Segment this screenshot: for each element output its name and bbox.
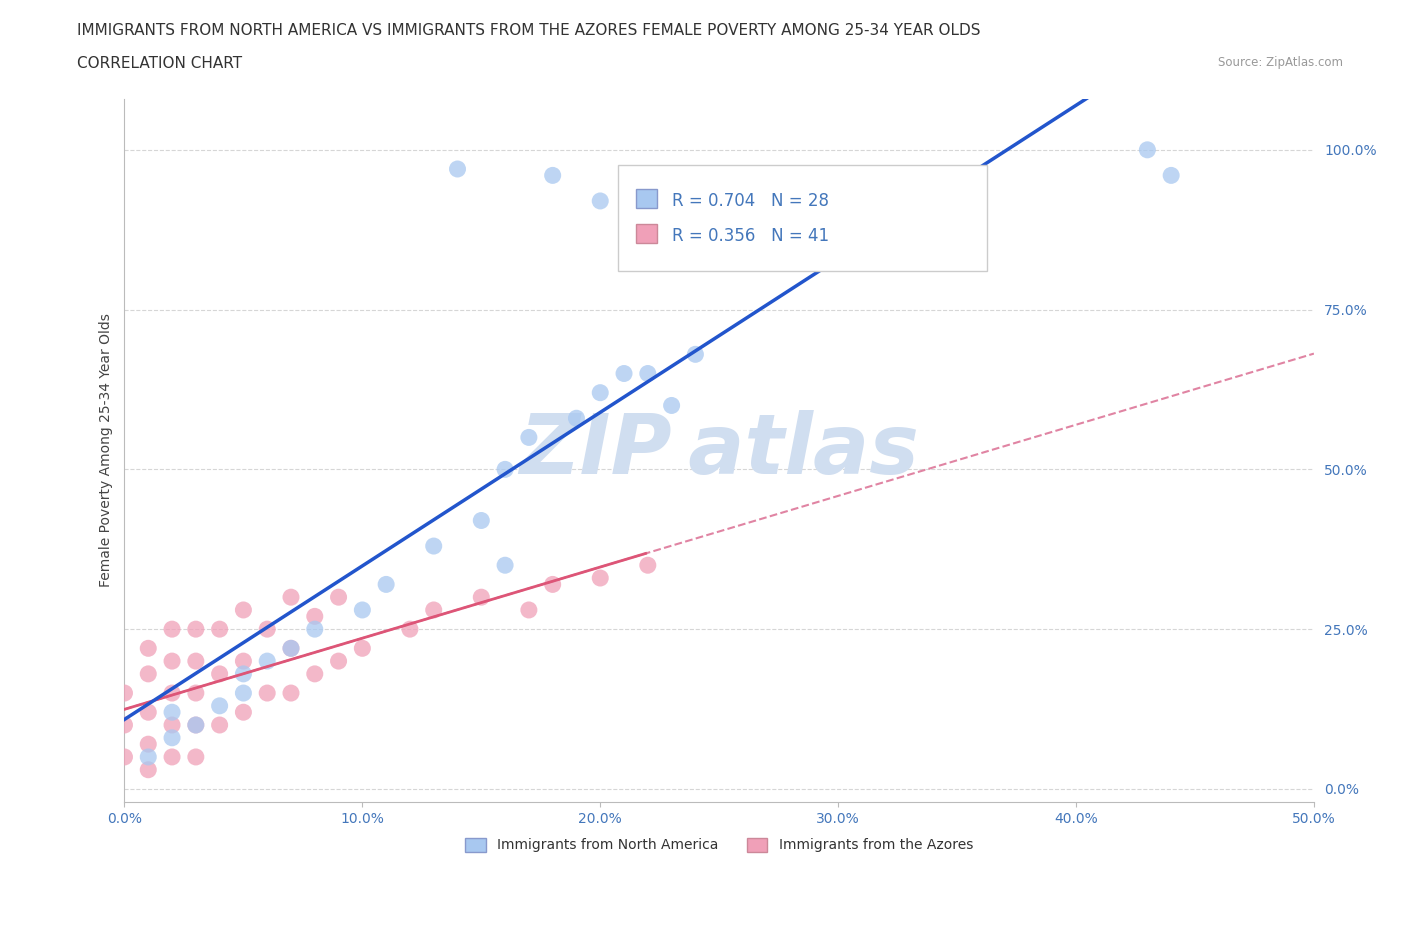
FancyBboxPatch shape	[619, 166, 987, 271]
Point	[184, 718, 207, 733]
Point	[280, 685, 302, 700]
Point	[328, 654, 350, 669]
Text: ZIP atlas: ZIP atlas	[519, 410, 920, 491]
Point	[160, 705, 183, 720]
Text: R = 0.704   N = 28: R = 0.704 N = 28	[672, 192, 828, 209]
Point	[422, 538, 444, 553]
Point	[517, 603, 540, 618]
Point	[160, 730, 183, 745]
Point	[1136, 142, 1159, 157]
Point	[1160, 168, 1182, 183]
Point	[304, 667, 326, 682]
Point	[589, 193, 612, 208]
Point	[637, 558, 659, 573]
Point	[232, 603, 254, 618]
Point	[613, 366, 636, 381]
Point	[184, 621, 207, 636]
Point	[256, 685, 278, 700]
Point	[136, 750, 159, 764]
Point	[184, 654, 207, 669]
FancyBboxPatch shape	[636, 224, 658, 243]
Point	[517, 430, 540, 445]
Point	[280, 641, 302, 656]
Point	[114, 750, 136, 764]
Point	[114, 685, 136, 700]
Point	[256, 654, 278, 669]
Point	[208, 698, 231, 713]
Point	[494, 462, 516, 477]
Point	[184, 685, 207, 700]
Point	[208, 718, 231, 733]
Point	[160, 718, 183, 733]
Y-axis label: Female Poverty Among 25-34 Year Olds: Female Poverty Among 25-34 Year Olds	[100, 313, 114, 587]
Point	[375, 577, 398, 591]
Point	[184, 718, 207, 733]
Point	[280, 641, 302, 656]
Text: Source: ZipAtlas.com: Source: ZipAtlas.com	[1218, 56, 1343, 69]
Text: CORRELATION CHART: CORRELATION CHART	[77, 56, 242, 71]
Point	[399, 621, 422, 636]
Point	[136, 737, 159, 751]
Point	[541, 168, 564, 183]
Point	[565, 411, 588, 426]
Text: R = 0.356   N = 41: R = 0.356 N = 41	[672, 227, 828, 245]
Point	[589, 385, 612, 400]
Point	[280, 590, 302, 604]
Point	[494, 558, 516, 573]
Point	[136, 641, 159, 656]
Point	[422, 603, 444, 618]
Text: IMMIGRANTS FROM NORTH AMERICA VS IMMIGRANTS FROM THE AZORES FEMALE POVERTY AMONG: IMMIGRANTS FROM NORTH AMERICA VS IMMIGRA…	[77, 23, 981, 38]
Point	[470, 513, 492, 528]
Point	[114, 718, 136, 733]
Point	[136, 763, 159, 777]
Point	[136, 705, 159, 720]
Point	[637, 366, 659, 381]
Legend: Immigrants from North America, Immigrants from the Azores: Immigrants from North America, Immigrant…	[460, 832, 979, 858]
Point	[589, 571, 612, 586]
Point	[184, 750, 207, 764]
Point	[160, 750, 183, 764]
Point	[470, 590, 492, 604]
Point	[232, 667, 254, 682]
Point	[160, 621, 183, 636]
Point	[685, 347, 707, 362]
Point	[160, 654, 183, 669]
Point	[304, 609, 326, 624]
Point	[352, 641, 374, 656]
Point	[160, 685, 183, 700]
Point	[136, 667, 159, 682]
Point	[208, 667, 231, 682]
Point	[541, 577, 564, 591]
Point	[256, 621, 278, 636]
FancyBboxPatch shape	[636, 189, 658, 207]
Point	[208, 621, 231, 636]
Point	[446, 162, 468, 177]
Point	[352, 603, 374, 618]
Point	[304, 621, 326, 636]
Point	[232, 705, 254, 720]
Point	[661, 398, 683, 413]
Point	[232, 654, 254, 669]
Point	[328, 590, 350, 604]
Point	[232, 685, 254, 700]
